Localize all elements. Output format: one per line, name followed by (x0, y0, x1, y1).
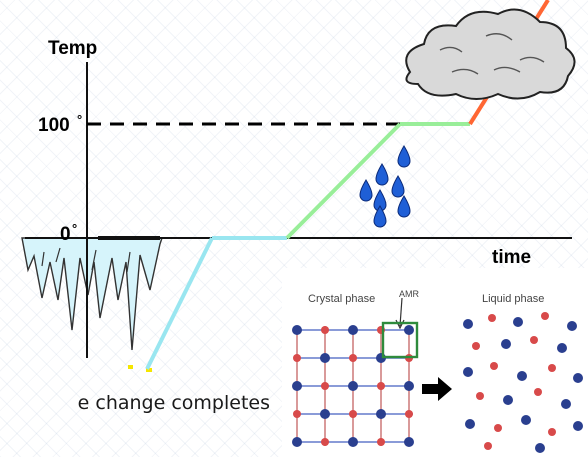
liquid-atom (463, 319, 473, 329)
label-0: 0 (60, 224, 71, 245)
degree-mark-0: ° (72, 221, 77, 236)
label-100: 100 (38, 115, 70, 136)
crystal-atom (321, 438, 329, 446)
crystal-atom (320, 353, 330, 363)
liquid-atoms (463, 312, 583, 453)
crystal-atom (292, 381, 302, 391)
amr-pointer-arrow (399, 297, 403, 327)
phase-transition-arrow (422, 377, 452, 401)
caption-text: e change completes (77, 392, 270, 414)
crystal-atom (348, 381, 358, 391)
crystal-atom (292, 437, 302, 447)
crystal-atom (377, 382, 385, 390)
liquid-atom (484, 442, 492, 450)
liquid-atom (561, 399, 571, 409)
liquid-atom (567, 321, 577, 331)
x-axis-label: time (492, 247, 531, 268)
liquid-atom (535, 443, 545, 453)
water-warming-segment (285, 122, 402, 240)
ice-icicles-illustration (21, 237, 163, 372)
liquid-atom (573, 421, 583, 431)
liquid-atom (548, 364, 556, 372)
crystal-atom (404, 325, 414, 335)
inset-background (282, 268, 588, 457)
crystal-atom (404, 437, 414, 447)
crystal-atom (348, 437, 358, 447)
crystal-atom (321, 326, 329, 334)
liquid-atom (557, 343, 567, 353)
liquid-atom (488, 314, 496, 322)
crystal-atom (348, 325, 358, 335)
crystal-atom (292, 325, 302, 335)
crystal-atom (404, 381, 414, 391)
crystal-atom (321, 382, 329, 390)
amr-label: AMR (399, 289, 420, 299)
liquid-atom (503, 395, 513, 405)
liquid-atom (534, 388, 542, 396)
liquid-atom (517, 371, 527, 381)
liquid-atom (513, 317, 523, 327)
liquid-phase-label: Liquid phase (482, 293, 544, 305)
crystal-atom (293, 354, 301, 362)
liquid-atom (490, 362, 498, 370)
crystal-atom (405, 410, 413, 418)
y-axis-label: Temp (48, 38, 97, 59)
liquid-atom (463, 367, 473, 377)
liquid-atom (501, 339, 511, 349)
degree-mark-100: ° (77, 112, 82, 127)
crystal-atom (349, 354, 357, 362)
liquid-atom (476, 392, 484, 400)
liquid-atom (494, 424, 502, 432)
crystal-atom (349, 410, 357, 418)
liquid-atom (548, 428, 556, 436)
cloud-icon (405, 8, 576, 100)
water-drops-icon (359, 145, 411, 228)
crystal-atom (293, 410, 301, 418)
ice-warming-segment (145, 237, 214, 370)
liquid-atom (465, 419, 475, 429)
crystal-lattice (292, 325, 414, 447)
crystal-atom (377, 438, 385, 446)
crystal-phase-label: Crystal phase (308, 293, 375, 305)
liquid-atom (541, 312, 549, 320)
liquid-atom (530, 336, 538, 344)
crystal-atom (320, 409, 330, 419)
phase-inset: Crystal phase AMR Liquid phase (282, 268, 588, 457)
crystal-atom (376, 409, 386, 419)
amr-box (381, 321, 419, 359)
liquid-atom (573, 373, 583, 383)
liquid-atom (472, 342, 480, 350)
liquid-atom (521, 415, 531, 425)
